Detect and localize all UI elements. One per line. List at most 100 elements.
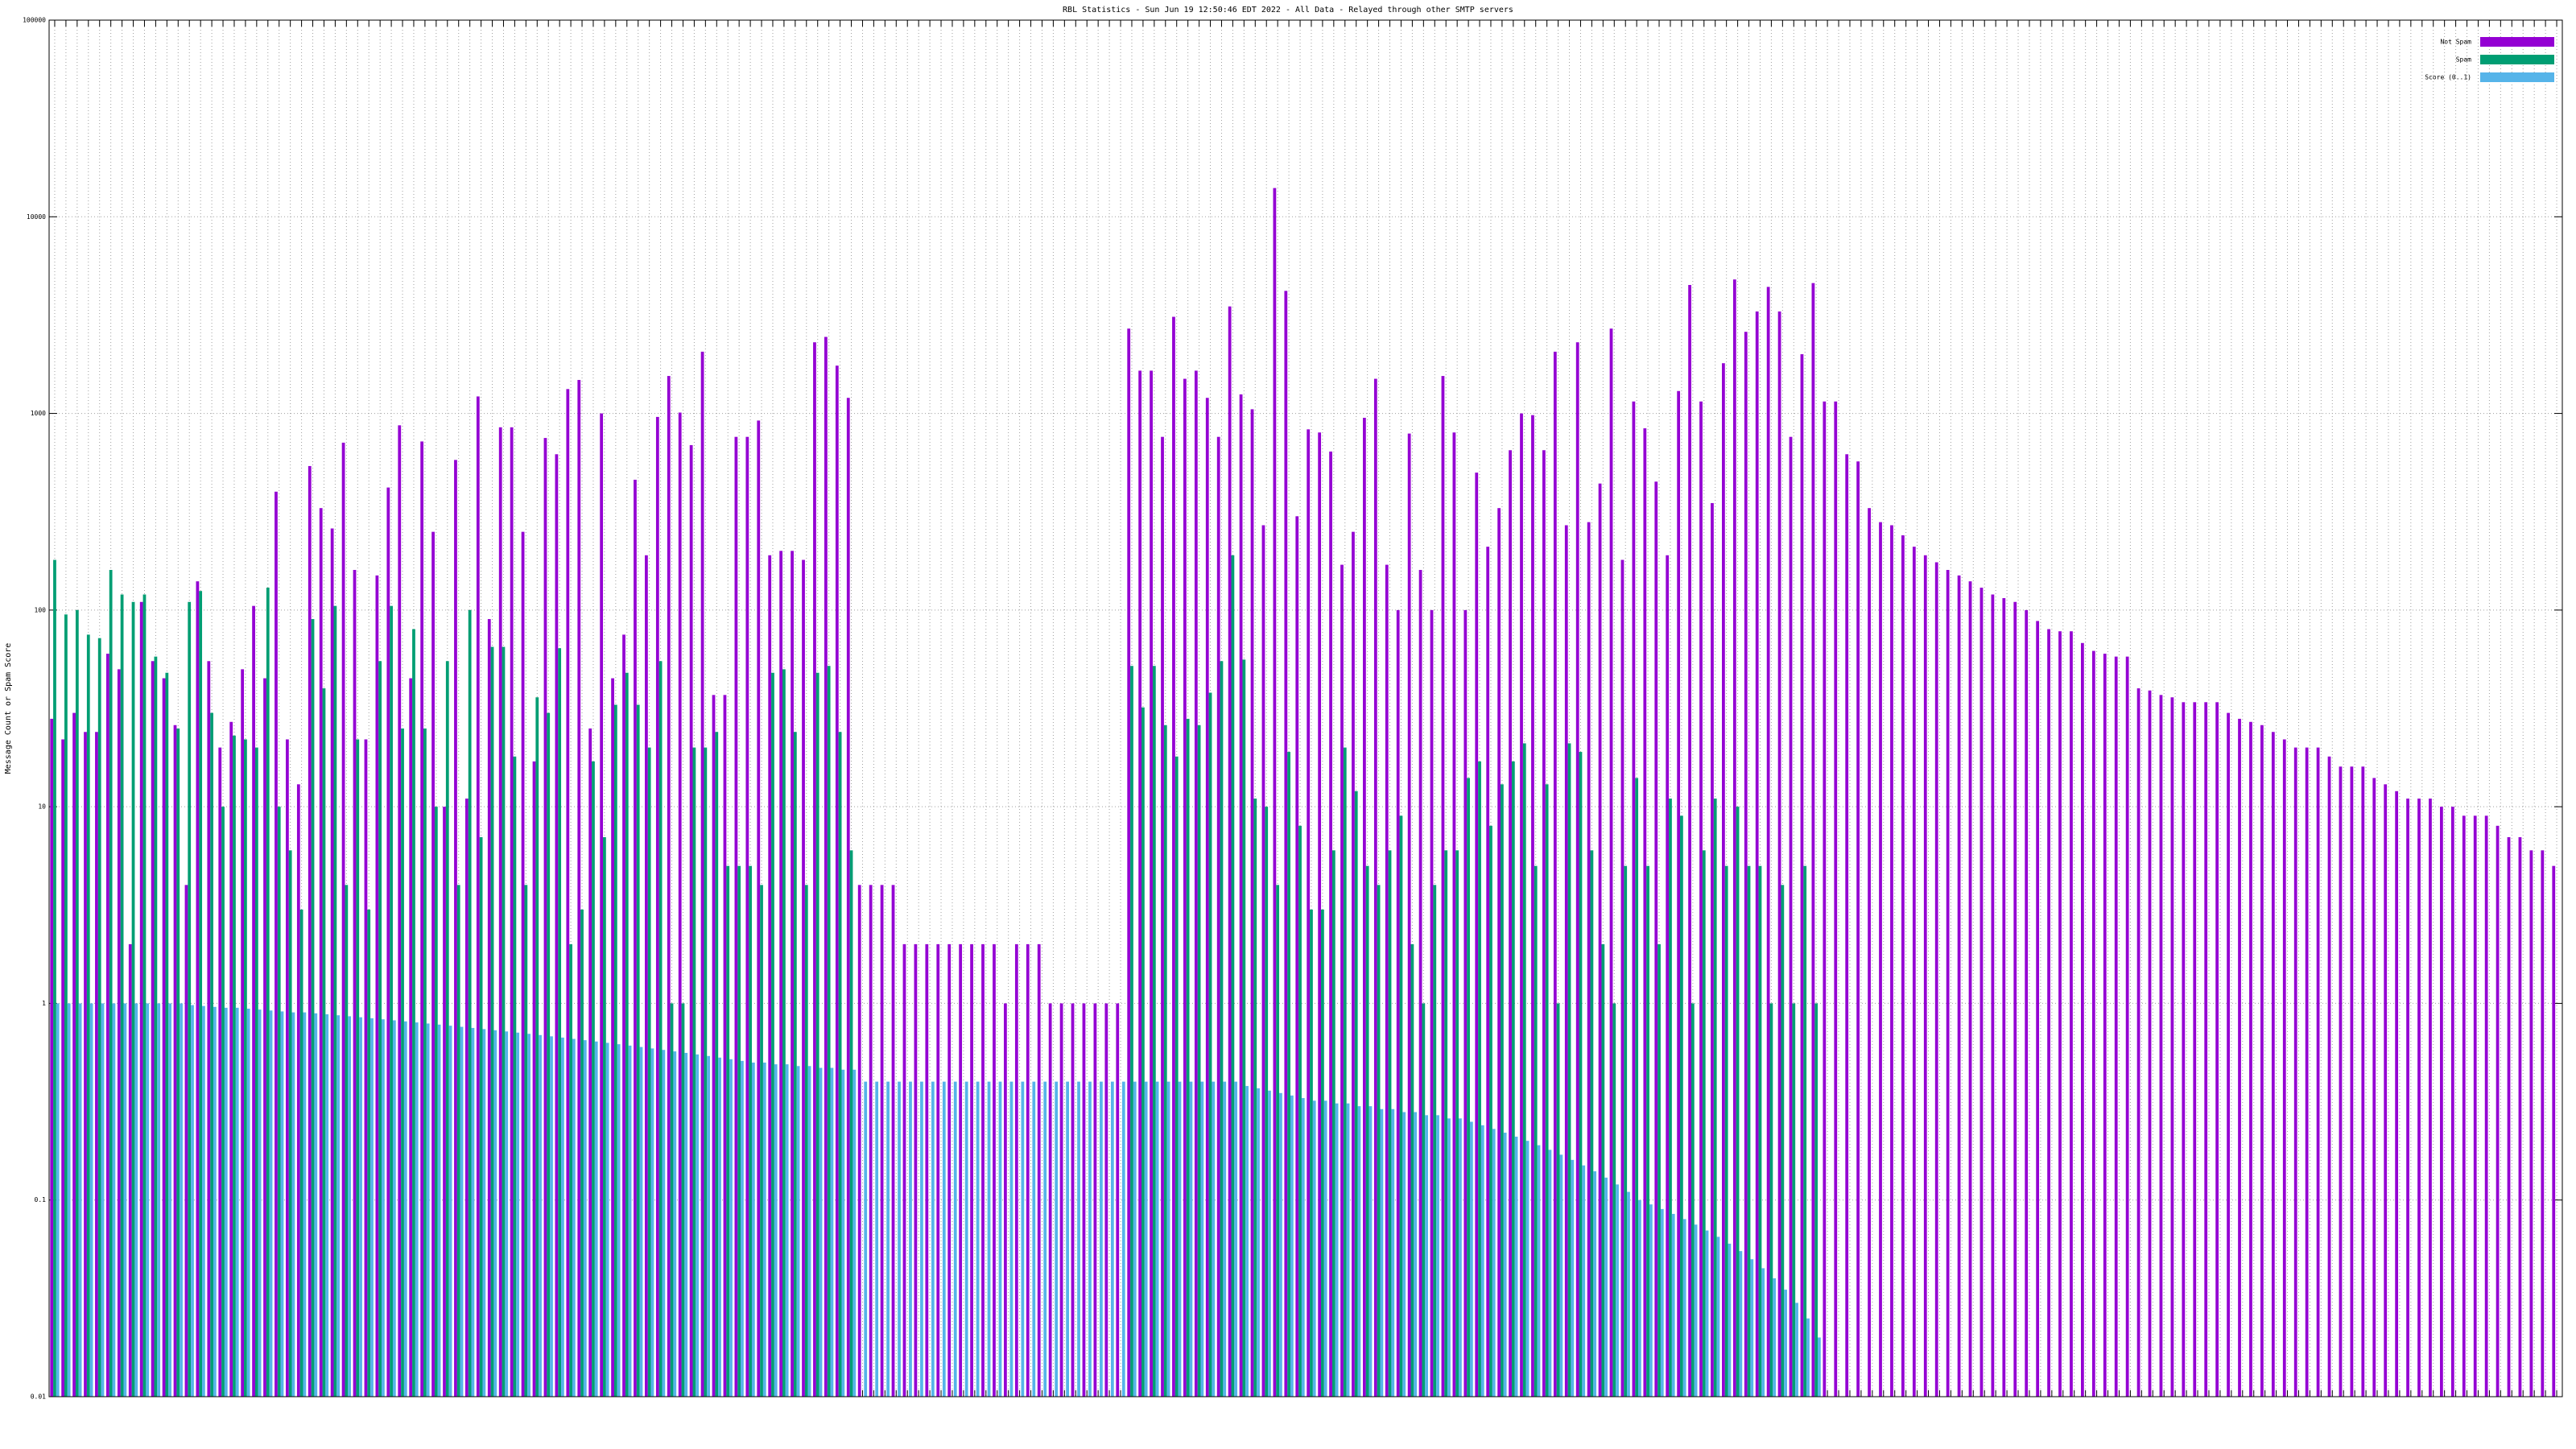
- bar: [1250, 409, 1254, 1397]
- bar: [1769, 1003, 1773, 1397]
- bar: [154, 656, 158, 1397]
- bar: [1253, 799, 1257, 1397]
- bar: [2484, 815, 2488, 1397]
- bar: [603, 836, 606, 1397]
- bar: [1912, 547, 1916, 1397]
- bar: [1463, 609, 1468, 1397]
- bar: [1789, 436, 1793, 1397]
- bar: [1531, 415, 1534, 1397]
- bar: [1130, 666, 1133, 1397]
- bar: [723, 695, 727, 1397]
- bar: [741, 1060, 744, 1397]
- bar: [1612, 1003, 1616, 1397]
- bar: [1037, 943, 1041, 1397]
- bar: [1220, 661, 1224, 1397]
- bar: [1363, 418, 1366, 1397]
- bar: [258, 1009, 262, 1397]
- bar: [1497, 508, 1501, 1397]
- bar: [1447, 1118, 1451, 1397]
- bar: [1699, 401, 1703, 1397]
- bar: [1598, 483, 1602, 1397]
- bar: [636, 704, 640, 1397]
- bar: [1716, 1236, 1720, 1397]
- bar: [1287, 752, 1290, 1397]
- bar: [1323, 1100, 1327, 1397]
- bar: [1290, 1095, 1294, 1397]
- bar: [1430, 609, 1434, 1397]
- bar: [2384, 784, 2388, 1397]
- bar: [498, 427, 502, 1397]
- bar: [1660, 1208, 1664, 1397]
- bar: [689, 444, 693, 1397]
- bar: [2238, 718, 2241, 1397]
- bar: [1792, 1003, 1796, 1397]
- bar: [1043, 1081, 1047, 1397]
- bar: [925, 943, 929, 1397]
- bar: [1200, 1081, 1204, 1397]
- bar: [1511, 761, 1515, 1397]
- bar: [490, 646, 494, 1397]
- bar: [2473, 815, 2477, 1397]
- bar: [1868, 508, 1871, 1397]
- bar: [266, 588, 270, 1397]
- bar: [1261, 525, 1265, 1397]
- bar: [286, 739, 289, 1397]
- bar: [1469, 1121, 1473, 1397]
- bar: [909, 1081, 912, 1397]
- bar: [1739, 1251, 1743, 1397]
- bar: [1520, 413, 1523, 1397]
- bar: [1879, 522, 1882, 1397]
- bar: [1055, 1081, 1059, 1397]
- bar: [667, 376, 671, 1397]
- bar: [1152, 666, 1156, 1397]
- bar: [513, 756, 517, 1397]
- bar: [1593, 1171, 1597, 1397]
- bar: [869, 885, 873, 1397]
- bar: [628, 1045, 632, 1397]
- bar: [1331, 850, 1335, 1397]
- bar: [72, 712, 76, 1397]
- bar: [891, 885, 895, 1397]
- bar: [356, 739, 360, 1397]
- bar: [1755, 311, 1759, 1397]
- bar: [580, 909, 584, 1397]
- bar: [1587, 522, 1591, 1397]
- bar: [221, 807, 225, 1397]
- bar: [729, 1059, 733, 1397]
- bar: [1669, 799, 1672, 1397]
- bar: [2496, 825, 2500, 1397]
- bar: [696, 1054, 700, 1397]
- bar: [1556, 1003, 1560, 1397]
- bar: [336, 1015, 341, 1397]
- bar: [535, 697, 539, 1397]
- bar: [2450, 807, 2454, 1397]
- bar: [993, 943, 996, 1397]
- bar: [109, 569, 113, 1397]
- bar: [224, 1007, 228, 1397]
- bar: [1818, 1337, 1821, 1397]
- bar: [987, 1081, 991, 1397]
- bar: [524, 885, 528, 1397]
- bar: [1365, 865, 1369, 1397]
- bar: [1059, 1003, 1063, 1397]
- bar: [650, 1048, 654, 1397]
- bar: [1150, 370, 1153, 1397]
- bar: [420, 441, 424, 1397]
- bar: [1048, 1003, 1052, 1397]
- bar: [566, 389, 570, 1397]
- bar: [1231, 555, 1235, 1397]
- bar: [1795, 1302, 1798, 1397]
- bar: [804, 885, 808, 1397]
- bar: [1537, 1145, 1541, 1397]
- bar: [1489, 825, 1492, 1397]
- bar: [128, 943, 132, 1397]
- bar: [1014, 943, 1018, 1397]
- bar: [390, 605, 393, 1397]
- bar: [476, 396, 480, 1397]
- bar: [235, 1007, 239, 1397]
- bar: [1310, 909, 1313, 1397]
- bar: [830, 1067, 834, 1397]
- bar: [468, 609, 472, 1397]
- bar: [398, 425, 402, 1397]
- bar: [2204, 702, 2208, 1397]
